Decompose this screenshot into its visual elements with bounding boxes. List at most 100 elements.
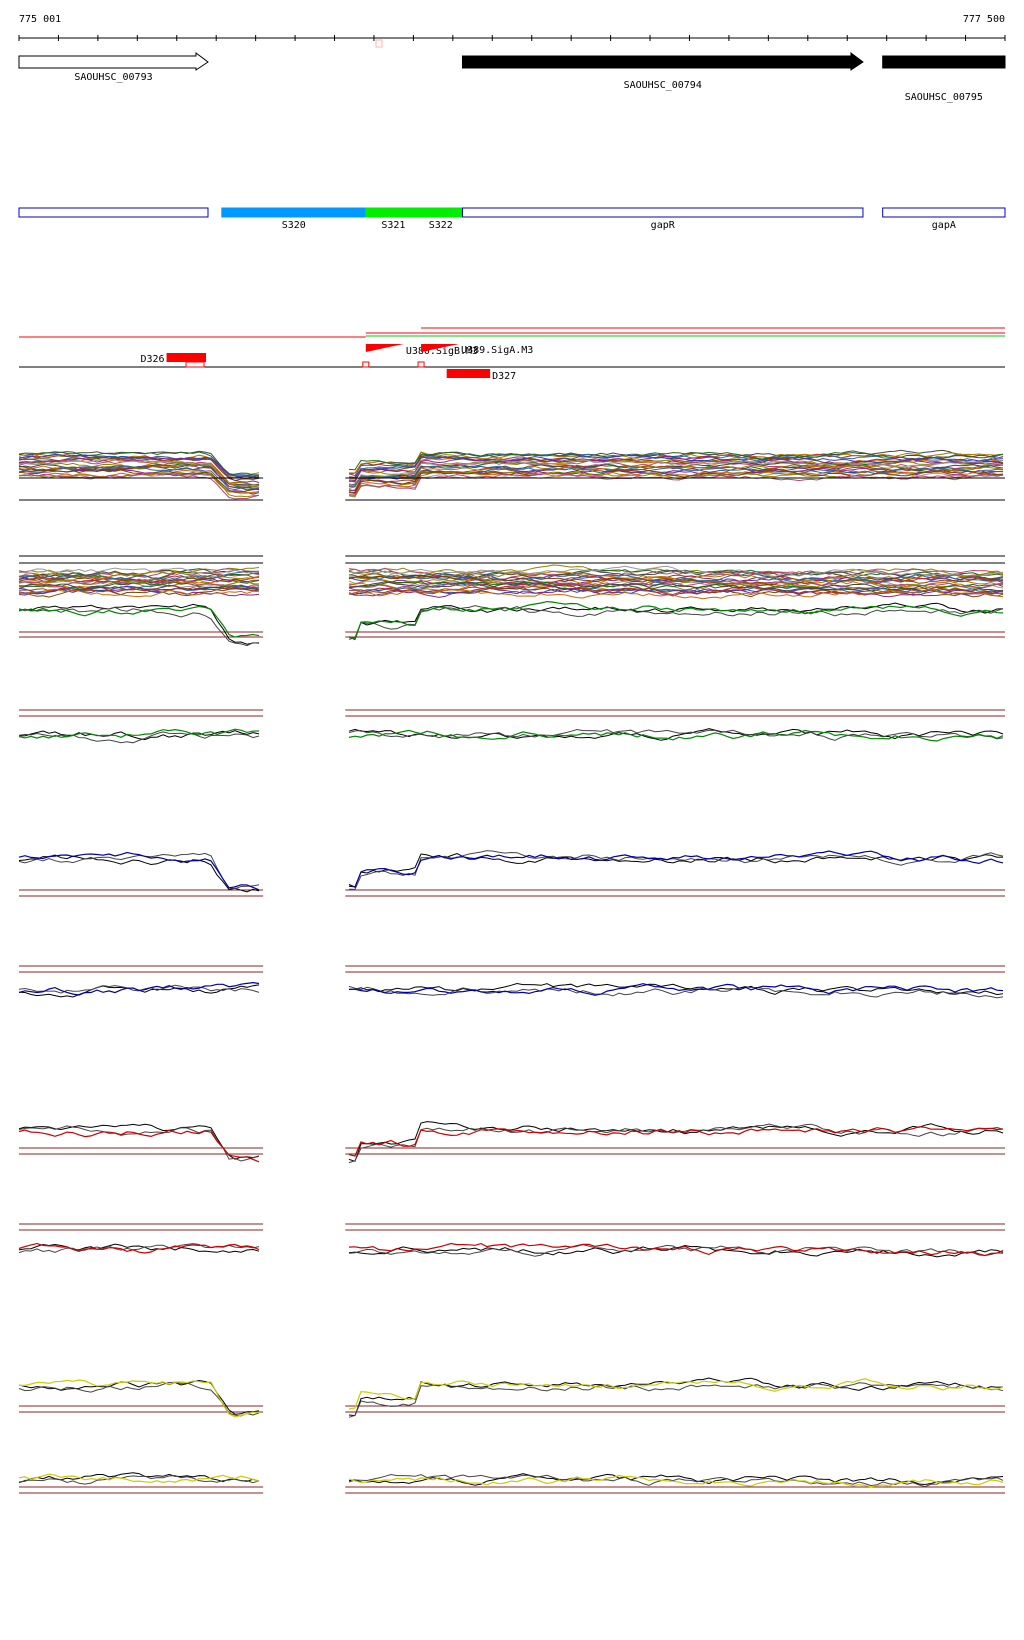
profile-trace (348, 1378, 1004, 1410)
profile-track (18, 709, 1005, 744)
profile-trace (348, 1382, 1004, 1418)
segment-box[interactable] (221, 207, 367, 218)
profile-track (18, 600, 1005, 647)
profile-track (18, 1377, 1005, 1418)
profile-trace (348, 587, 1004, 598)
profile-trace (18, 570, 260, 580)
profile-trace (18, 578, 260, 590)
profile-trace (348, 580, 1004, 589)
profile-trace (18, 1473, 260, 1484)
profile-trace (18, 1125, 260, 1162)
profile-trace (348, 588, 1004, 600)
profile-trace (348, 455, 1004, 482)
profile-trace (18, 463, 260, 488)
segment-label: gapR (651, 220, 676, 231)
tss-flag[interactable] (365, 344, 404, 352)
profile-trace (18, 852, 260, 890)
feature-label: D327 (492, 371, 516, 382)
profile-trace (18, 465, 260, 491)
profile-trace (18, 1243, 260, 1253)
segment-box[interactable] (18, 207, 209, 218)
profile-trace (18, 469, 260, 493)
feature-block[interactable] (446, 369, 491, 378)
profile-trace (348, 450, 1004, 471)
profile-trace (18, 1474, 260, 1485)
ruler-marker (375, 39, 383, 48)
profile-trace (348, 850, 1004, 889)
feature-block[interactable] (166, 353, 207, 362)
profile-trace (18, 1379, 260, 1415)
gene-arrow[interactable] (882, 55, 1006, 69)
profile-trace (19, 570, 260, 581)
profile-trace (18, 728, 260, 739)
profile-trace (18, 576, 260, 584)
profile-trace (348, 605, 1004, 640)
profile-trace (348, 983, 1004, 996)
segment-box[interactable] (882, 207, 1006, 218)
profile-trace (18, 451, 259, 476)
segment-track: S320 S321 S322 gapR gapA (18, 207, 1006, 231)
profile-trace (348, 600, 1004, 640)
profile-trace (348, 565, 1004, 578)
profile-track (18, 1223, 1005, 1258)
profile-track (18, 1472, 1005, 1494)
gene-label: SAOUHSC_00794 (624, 80, 702, 91)
feature-marker (185, 361, 205, 368)
profile-track (18, 1121, 1005, 1164)
profile-trace (348, 982, 1004, 996)
profile-trace (18, 1123, 260, 1160)
profile-trace (349, 465, 1004, 487)
profile-trace (348, 850, 1004, 890)
coordinate-ruler: 775 001 777 500 (18, 14, 1006, 48)
segment-label: S320 (282, 220, 306, 231)
profile-trace (18, 854, 260, 893)
profile-trace (348, 460, 1004, 487)
profile-trace (18, 851, 260, 891)
profile-trace (348, 1474, 1004, 1488)
segment-box[interactable] (365, 207, 463, 218)
profile-trace (18, 453, 260, 479)
ruler-ticks (18, 35, 1006, 48)
expression-profile-tracks (18, 449, 1005, 1494)
profile-trace (19, 588, 260, 598)
gene-arrow[interactable] (461, 52, 864, 71)
profile-trace (18, 606, 260, 647)
profile-trace (18, 603, 260, 645)
tss-marker (362, 361, 370, 368)
profile-trace (349, 569, 1004, 580)
profile-trace (348, 728, 1004, 741)
profile-trace (348, 454, 1004, 483)
segment-box[interactable] (461, 207, 864, 218)
profile-trace (18, 605, 260, 638)
ruler-end-label: 777 500 (963, 14, 1005, 25)
tss-flag[interactable] (421, 344, 460, 352)
profile-trace (18, 730, 260, 741)
profile-trace (18, 472, 260, 500)
profile-trace (18, 1381, 260, 1417)
profile-trace (348, 581, 1004, 592)
profile-trace (348, 1126, 1004, 1157)
tss-label: U389.SigA.M3 (461, 345, 533, 356)
segment-label: S321 (381, 220, 405, 231)
gene-label: SAOUHSC_00793 (74, 72, 152, 83)
gene-track: SAOUHSC_00793 SAOUHSC_00794 SAOUHSC_00795 (18, 52, 1006, 103)
profile-trace (348, 1121, 1004, 1162)
profile-track (18, 850, 1005, 897)
profile-trace (348, 581, 1004, 593)
segment-label: gapA (932, 220, 956, 231)
profile-trace (348, 728, 1004, 741)
feature-label: D326 (140, 354, 164, 365)
profile-trace (18, 588, 260, 598)
profile-track (18, 449, 1005, 501)
profile-trace (18, 1242, 260, 1254)
profile-trace (348, 1473, 1004, 1486)
profile-trace (348, 1377, 1004, 1417)
profile-trace (348, 729, 1004, 742)
profile-trace (19, 567, 260, 575)
tss-marker (417, 361, 425, 368)
segment-label: S322 (429, 220, 453, 231)
profile-trace (18, 1129, 260, 1163)
gene-arrow[interactable] (18, 52, 209, 71)
tss-label: U380.SigB.M3 (406, 346, 478, 357)
